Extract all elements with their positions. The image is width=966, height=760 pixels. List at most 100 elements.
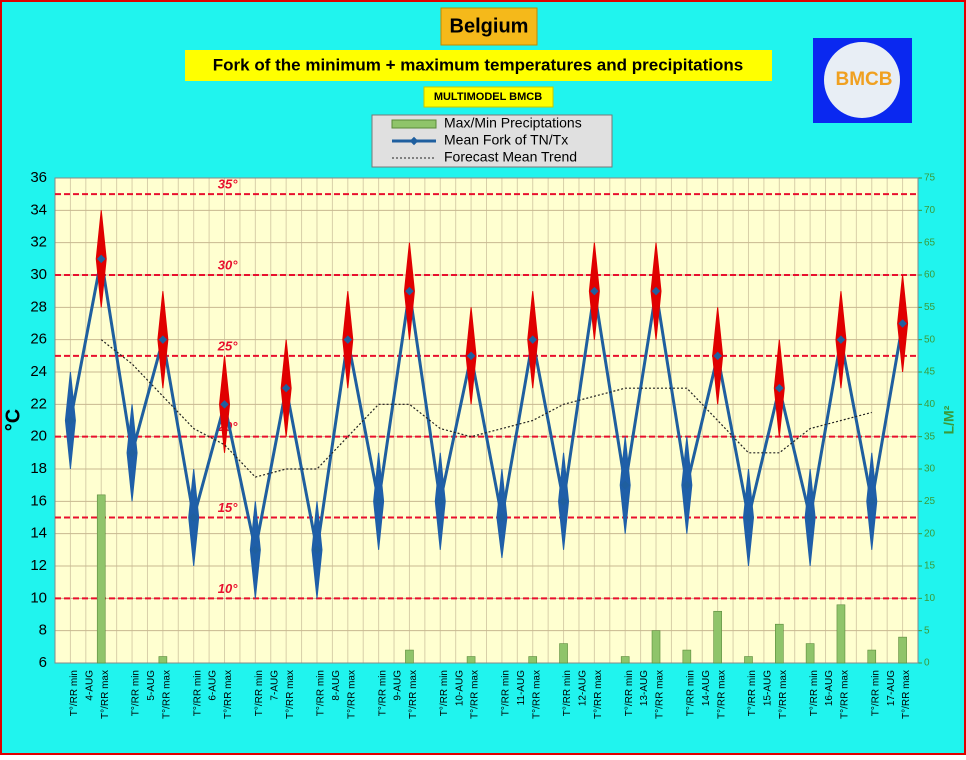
mean-marker bbox=[867, 497, 877, 506]
precip-bar bbox=[528, 656, 538, 664]
mean-marker bbox=[220, 400, 229, 409]
date-label: 13-AUG bbox=[639, 670, 650, 706]
title-box bbox=[440, 7, 538, 46]
y2-tick-label: 10 bbox=[924, 593, 936, 604]
y-tick-label: 32 bbox=[30, 234, 47, 251]
y2-tick-label: 0 bbox=[924, 658, 930, 669]
y-tick-label: 14 bbox=[30, 525, 47, 542]
precip-bar bbox=[96, 494, 106, 664]
y-tick-label: 6 bbox=[39, 654, 47, 671]
subtitle: Fork of the minimum + maximum temperatur… bbox=[213, 55, 743, 74]
x-tick-label: T°/RR max bbox=[408, 670, 419, 719]
mean-marker bbox=[682, 480, 692, 490]
y2-tick-label: 40 bbox=[924, 399, 936, 410]
y2-tick-label: 30 bbox=[924, 464, 936, 475]
x-tick-label: T°/RR max bbox=[162, 670, 173, 719]
y-tick-label: 10 bbox=[30, 589, 47, 606]
x-tick-label: T°/RR min bbox=[131, 670, 142, 716]
y-tick-label: 26 bbox=[30, 331, 47, 348]
y2-axis-label: L/M² bbox=[941, 405, 957, 434]
mean-marker bbox=[374, 497, 383, 506]
x-tick-label: T°/RR min bbox=[747, 670, 758, 716]
y-tick-label: 30 bbox=[30, 266, 47, 283]
reference-label: 25° bbox=[217, 338, 238, 353]
y2-tick-label: 15 bbox=[924, 561, 936, 572]
y2-tick-label: 60 bbox=[924, 270, 936, 281]
reference-label: 30° bbox=[218, 257, 238, 272]
y2-tick-label: 75 bbox=[924, 173, 936, 184]
x-tick-label: T°/RR min bbox=[624, 670, 635, 716]
precip-bar bbox=[466, 656, 476, 664]
mean-marker bbox=[343, 335, 353, 344]
precip-bar bbox=[682, 649, 692, 664]
mean-marker bbox=[836, 335, 846, 344]
y-tick-label: 24 bbox=[30, 363, 47, 380]
mean-marker bbox=[744, 513, 753, 522]
x-tick-label: T°/RR max bbox=[531, 670, 542, 719]
mean-marker bbox=[590, 286, 599, 296]
x-tick-label: T°/RR min bbox=[254, 670, 265, 716]
y2-tick-label: 35 bbox=[924, 431, 936, 442]
date-label: 10-AUG bbox=[454, 670, 465, 706]
date-label: 9-AUG bbox=[393, 670, 404, 701]
precip-bar bbox=[158, 656, 168, 664]
legend-label: Forecast Mean Trend bbox=[444, 149, 577, 165]
legend-label: Mean Fork of TN/Tx bbox=[444, 132, 568, 148]
logo-circle bbox=[824, 42, 900, 118]
x-tick-label: T°/RR min bbox=[870, 670, 881, 716]
mean-marker bbox=[713, 351, 722, 361]
y-tick-label: 22 bbox=[30, 395, 47, 412]
y-tick-label: 34 bbox=[30, 201, 47, 218]
precip-bar bbox=[775, 623, 784, 664]
mean-line bbox=[68, 258, 905, 551]
precip-bar bbox=[836, 604, 846, 664]
legend-marker bbox=[409, 136, 419, 146]
y2-tick-label: 70 bbox=[924, 205, 936, 216]
x-tick-label: T°/RR max bbox=[901, 670, 912, 719]
reference-label: 10° bbox=[218, 581, 238, 596]
mean-marker bbox=[620, 480, 630, 490]
date-label: 12-AUG bbox=[578, 670, 589, 706]
date-label: 11-AUG bbox=[516, 670, 527, 706]
x-tick-label: T°/RR max bbox=[285, 670, 296, 719]
y2-tick-label: 50 bbox=[924, 334, 936, 345]
x-tick-label: T°/RR min bbox=[685, 670, 696, 716]
y-tick-label: 16 bbox=[30, 492, 47, 509]
mean-marker bbox=[312, 545, 322, 555]
precip-bar bbox=[805, 643, 815, 664]
reference-label: 15° bbox=[218, 500, 238, 515]
y2-tick-label: 25 bbox=[924, 496, 936, 507]
x-tick-label: T°/RR max bbox=[778, 670, 789, 719]
precip-bar bbox=[713, 610, 722, 664]
x-tick-label: T°/RR max bbox=[346, 670, 357, 719]
precip-bar bbox=[651, 630, 661, 664]
legend-swatch bbox=[391, 119, 437, 129]
y2-tick-label: 65 bbox=[924, 237, 936, 248]
mean-marker bbox=[497, 513, 507, 522]
y-axis-label: °C bbox=[2, 409, 24, 431]
x-tick-label: T°/RR max bbox=[223, 670, 234, 719]
x-tick-label: T°/RR min bbox=[377, 670, 388, 716]
date-label: 6-AUG bbox=[208, 670, 219, 701]
mean-marker bbox=[898, 319, 907, 328]
y2-tick-label: 55 bbox=[924, 302, 936, 313]
date-label: 14-AUG bbox=[701, 670, 712, 706]
mean-marker bbox=[805, 513, 815, 522]
date-label: 17-AUG bbox=[886, 670, 897, 706]
subtitle-box bbox=[185, 50, 772, 81]
reference-label: 35° bbox=[218, 177, 238, 192]
y-tick-label: 36 bbox=[30, 169, 47, 186]
y-tick-label: 20 bbox=[30, 428, 47, 445]
y2-tick-label: 5 bbox=[924, 625, 930, 636]
x-tick-label: T°/RR max bbox=[716, 670, 727, 719]
date-label: 5-AUG bbox=[146, 670, 157, 701]
x-tick-label: T°/RR max bbox=[100, 670, 111, 719]
x-tick-label: T°/RR min bbox=[439, 670, 450, 716]
x-tick-label: T°/RR max bbox=[840, 670, 851, 719]
plot-border bbox=[54, 177, 919, 664]
date-label: 16-AUG bbox=[824, 670, 835, 706]
mean-marker bbox=[651, 286, 661, 296]
trend-line bbox=[100, 339, 872, 478]
